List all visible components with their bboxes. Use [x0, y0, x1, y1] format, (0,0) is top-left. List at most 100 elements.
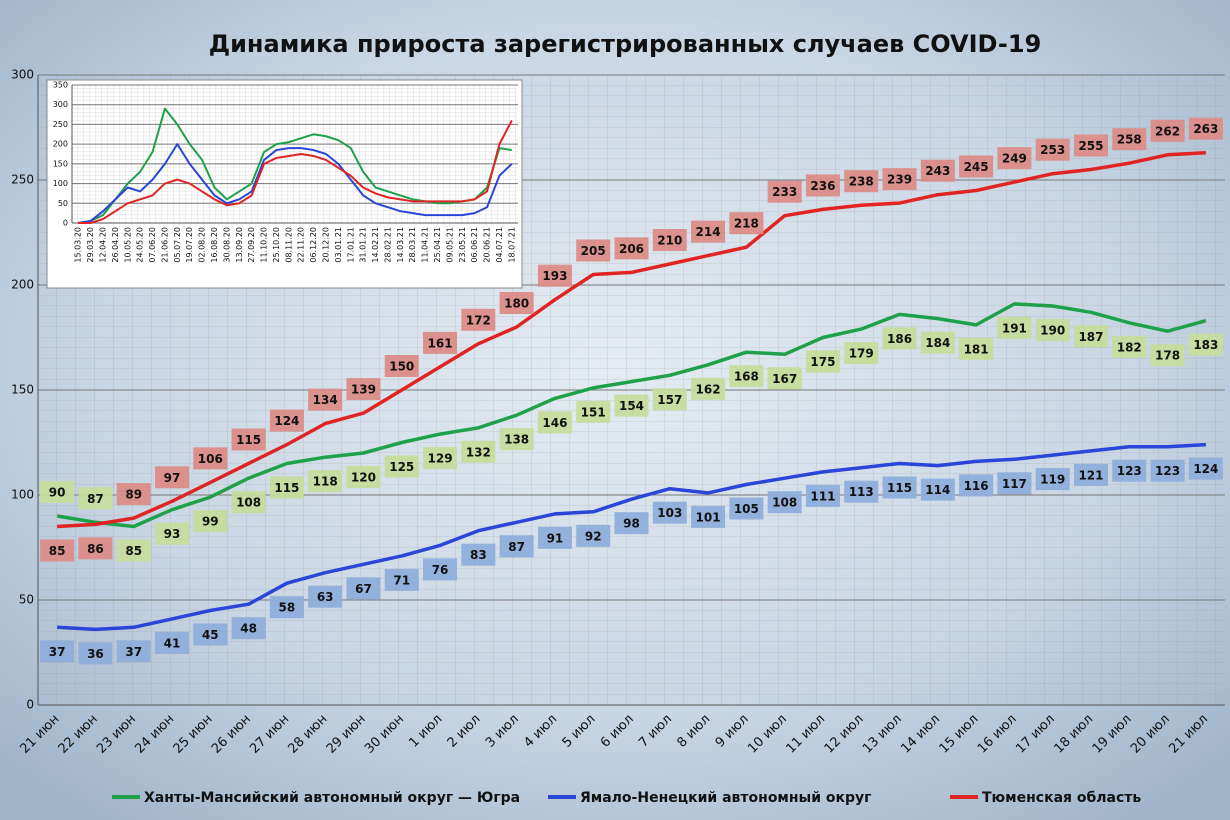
data-label-box: [844, 170, 879, 193]
data-label-box: [1073, 134, 1108, 157]
data-label-box: [193, 623, 228, 646]
x-tick-label: 26.04.20: [111, 227, 120, 263]
data-label: 124: [1193, 462, 1218, 476]
data-label-box: [959, 155, 994, 178]
data-label: 41: [164, 636, 181, 650]
data-label-box: [691, 377, 726, 400]
data-label: 37: [125, 645, 142, 659]
data-label-box: [1112, 128, 1147, 151]
data-label: 182: [1117, 340, 1142, 354]
data-label: 48: [240, 622, 257, 636]
data-label-box: [346, 577, 381, 600]
data-label: 67: [355, 582, 372, 596]
data-label: 119: [1040, 473, 1065, 487]
data-label-box: [959, 474, 994, 497]
data-label-box: [308, 388, 343, 411]
data-label-box: [805, 350, 840, 373]
data-label-box: [231, 617, 266, 640]
data-label-box: [691, 505, 726, 528]
x-tick-label: 14.03.21: [396, 227, 405, 263]
data-label-box: [155, 522, 190, 545]
data-label: 103: [657, 506, 682, 520]
x-tick-label: 24.05.20: [136, 227, 145, 263]
data-label-box: [1188, 457, 1223, 480]
data-label: 89: [125, 488, 142, 502]
data-label: 154: [619, 399, 644, 413]
data-label-box: [231, 428, 266, 451]
data-label: 206: [619, 242, 644, 256]
x-tick-label: 17.01.21: [346, 227, 355, 263]
data-label-box: [346, 466, 381, 488]
data-label: 218: [734, 217, 759, 231]
data-label-box: [1035, 138, 1070, 161]
data-label: 63: [317, 590, 334, 604]
x-tick-label: 11.10.20: [260, 227, 269, 263]
data-label-box: [767, 491, 802, 514]
data-label: 92: [585, 529, 602, 543]
data-label: 150: [389, 360, 414, 374]
data-label-box: [1150, 459, 1185, 482]
data-label: 97: [164, 471, 181, 485]
x-tick-label: 19.07.20: [185, 227, 194, 263]
data-label: 151: [581, 405, 606, 419]
data-label: 205: [581, 244, 606, 258]
data-label-box: [882, 476, 917, 499]
y-tick-label: 300: [53, 100, 68, 109]
data-label: 172: [466, 313, 491, 327]
data-label-box: [537, 526, 572, 549]
data-label: 85: [49, 544, 66, 558]
data-label: 167: [772, 372, 797, 386]
data-label-box: [652, 229, 687, 251]
data-label-box: [116, 640, 151, 663]
x-tick-label: 06.06.21: [470, 227, 479, 263]
data-label: 99: [202, 515, 219, 529]
legend-label: Ханты-Мансийский автономный округ — Югра: [144, 790, 520, 806]
x-tick-label: 06.12.20: [309, 227, 318, 263]
data-label: 132: [466, 445, 491, 459]
data-label-box: [40, 640, 75, 663]
data-label: 129: [428, 452, 453, 466]
data-label-box: [384, 455, 419, 478]
y-tick-label: 0: [63, 219, 68, 228]
y-tick-label: 100: [53, 179, 68, 188]
data-label-box: [423, 558, 458, 581]
data-label: 178: [1155, 349, 1180, 363]
data-label: 184: [925, 336, 950, 350]
data-label-box: [308, 585, 343, 608]
data-label: 175: [810, 355, 835, 369]
data-label-box: [78, 487, 113, 510]
data-label: 114: [925, 483, 950, 497]
y-tick-label: 300: [11, 68, 34, 82]
data-label-box: [384, 355, 419, 377]
data-label-box: [959, 337, 994, 360]
data-label-box: [461, 543, 496, 566]
data-label-box: [1073, 325, 1108, 348]
data-label-box: [40, 539, 75, 562]
x-tick-label: 10.05.20: [123, 227, 132, 263]
data-label-box: [116, 539, 151, 562]
data-label-box: [423, 331, 458, 354]
x-tick-label: 18.07.21: [507, 227, 516, 263]
data-label-box: [614, 512, 649, 535]
data-label-box: [116, 483, 151, 506]
x-tick-label: 22.11.20: [297, 227, 306, 263]
data-label: 210: [657, 234, 682, 248]
data-label: 115: [887, 481, 912, 495]
data-label: 186: [887, 332, 912, 346]
data-label: 115: [274, 481, 299, 495]
data-label-box: [882, 168, 917, 191]
data-label-box: [1150, 344, 1185, 367]
data-label-box: [691, 220, 726, 243]
x-tick-label: 04.07.21: [495, 227, 504, 263]
x-tick-label: 03.01.21: [334, 227, 343, 263]
y-tick-label: 100: [11, 488, 34, 502]
data-label-box: [920, 331, 955, 354]
data-label: 91: [547, 531, 564, 545]
data-label: 111: [810, 489, 835, 503]
data-label: 45: [202, 628, 219, 642]
data-label-box: [576, 524, 611, 547]
data-label-box: [614, 394, 649, 417]
data-label-box: [269, 596, 304, 619]
data-label-box: [78, 537, 113, 560]
